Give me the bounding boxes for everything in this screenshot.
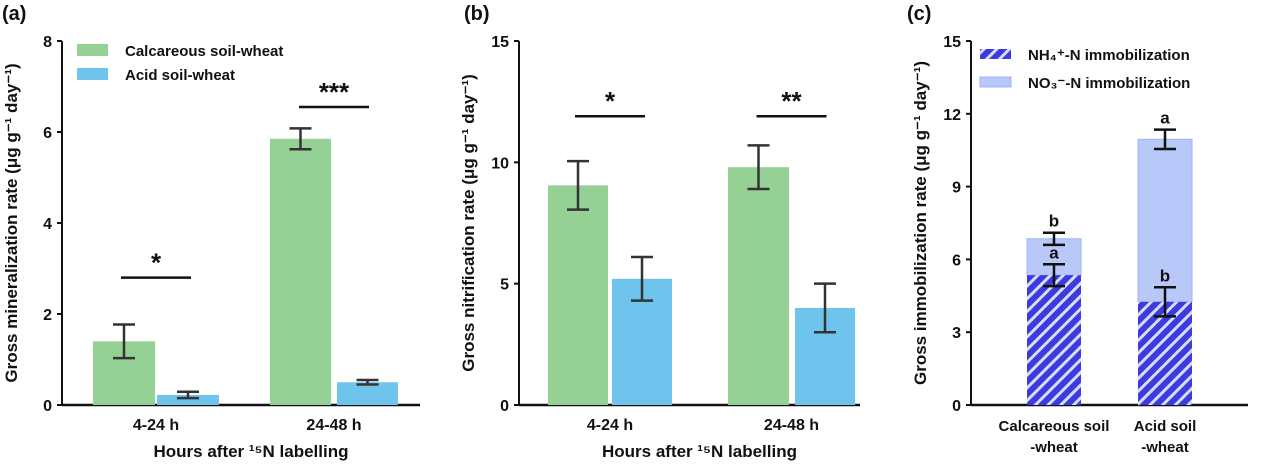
significance-letter: a — [1049, 243, 1059, 262]
panel-label: (b) — [464, 3, 490, 25]
legend-label: NH₄⁺-N immobilization — [1028, 47, 1190, 64]
y-tick-label: 0 — [43, 398, 52, 415]
y-tick-label: 6 — [43, 125, 52, 142]
x-tick-label: -wheat — [1141, 439, 1189, 456]
significance-stars: ** — [781, 86, 802, 116]
panel-a: (a) 0 2 4 6 8 Gross mineralization rate (μg g⁻… — [2, 3, 420, 461]
bar-calcareous — [548, 185, 608, 405]
y-tick-label: 0 — [500, 398, 509, 415]
y-tick-label: 3 — [952, 325, 961, 342]
y-tick-label: 15 — [943, 34, 961, 51]
x-tick-label: -wheat — [1030, 439, 1078, 456]
y-axis-label: Gross nitrification rate (μg g⁻¹ day⁻¹) — [459, 74, 478, 372]
y-tick-label: 5 — [500, 277, 509, 294]
bar-acid — [337, 382, 398, 405]
panel-label: (a) — [2, 3, 26, 25]
legend-label: Acid soil-wheat — [125, 67, 235, 84]
y-tick-label: 15 — [491, 34, 509, 51]
bar-nh4 — [1027, 275, 1081, 405]
bar-nh4 — [1138, 301, 1192, 405]
legend-swatch — [77, 68, 108, 80]
y-tick-label: 6 — [952, 252, 961, 269]
legend-label: Calcareous soil-wheat — [125, 43, 283, 60]
y-tick-label: 10 — [491, 155, 509, 172]
x-tick-label: 4-24 h — [587, 417, 633, 434]
panel-label: (c) — [907, 3, 931, 25]
x-tick-label: 24-48 h — [764, 417, 819, 434]
panel-b: (b) 0 5 10 15 Gross nitrification rate (μg g⁻… — [459, 3, 860, 461]
legend-label: NO₃⁻-N immobilization — [1028, 75, 1190, 92]
x-tick-label: Acid soil — [1134, 418, 1197, 435]
panel-c: (c) 0 3 6 9 12 15 Gross immobilization rate (μg… — [907, 3, 1248, 456]
y-tick-label: 0 — [952, 398, 961, 415]
y-tick-label: 12 — [943, 107, 961, 124]
bar-calcareous — [728, 167, 789, 405]
y-axis-label: Gross immobilization rate (μg g⁻¹ day⁻¹) — [911, 61, 930, 385]
significance-stars: * — [605, 86, 616, 116]
significance-stars: * — [151, 248, 162, 278]
legend-swatch — [980, 49, 1011, 59]
y-axis-label: Gross mineralization rate (μg g⁻¹ day⁻¹) — [2, 63, 21, 382]
significance-letter: a — [1160, 109, 1170, 128]
legend-swatch — [77, 44, 108, 56]
x-tick-label: 24-48 h — [306, 417, 361, 434]
significance-letter: b — [1049, 212, 1059, 231]
legend-swatch — [979, 76, 1012, 88]
significance-letter: b — [1160, 266, 1170, 285]
bar-calcareous — [270, 138, 331, 405]
y-tick-label: 8 — [43, 34, 52, 51]
y-tick-label: 2 — [43, 307, 52, 324]
significance-stars: *** — [319, 77, 350, 107]
bar-acid — [157, 394, 219, 405]
x-tick-label: 4-24 h — [133, 417, 179, 434]
x-tick-label: Calcareous soil — [999, 418, 1110, 435]
x-axis-label: Hours after ¹⁵N labelling — [602, 442, 797, 461]
x-axis-label: Hours after ¹⁵N labelling — [153, 442, 348, 461]
y-tick-label: 4 — [43, 216, 52, 233]
y-tick-label: 9 — [952, 180, 961, 197]
